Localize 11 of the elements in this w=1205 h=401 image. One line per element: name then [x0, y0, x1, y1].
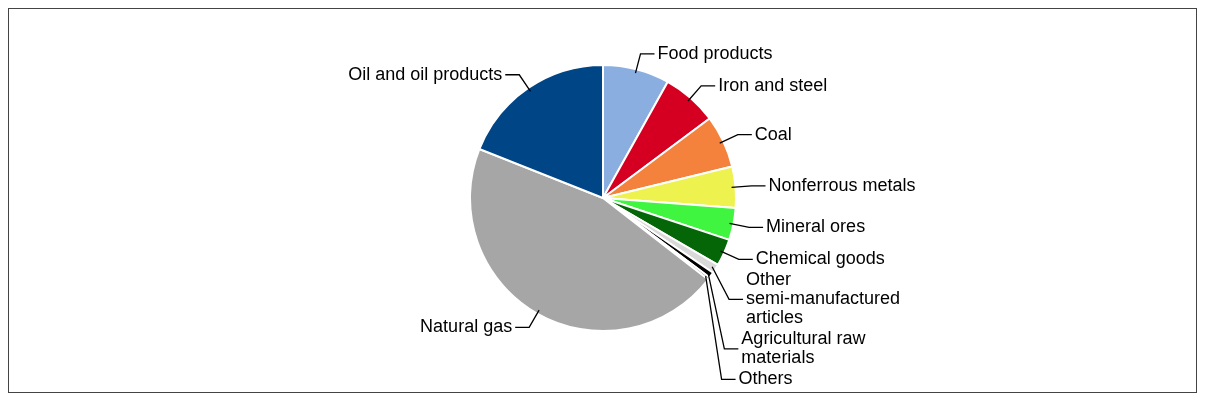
slice-label: Nonferrous metals [768, 174, 916, 195]
slice-label: Coal [754, 123, 792, 144]
slice-label: Natural gas [420, 316, 513, 337]
slice-label: Other semi-manufactured articles [746, 269, 901, 328]
slice-label: Chemical goods [755, 248, 885, 269]
slice-label: Iron and steel [718, 74, 828, 95]
slice-label: Agricultural raw materials [741, 328, 867, 368]
slice-label: Mineral ores [766, 216, 866, 237]
slice-label: Others [738, 368, 793, 389]
slice-label: Food products [657, 42, 773, 63]
slice-label: Oil and oil products [348, 63, 503, 84]
